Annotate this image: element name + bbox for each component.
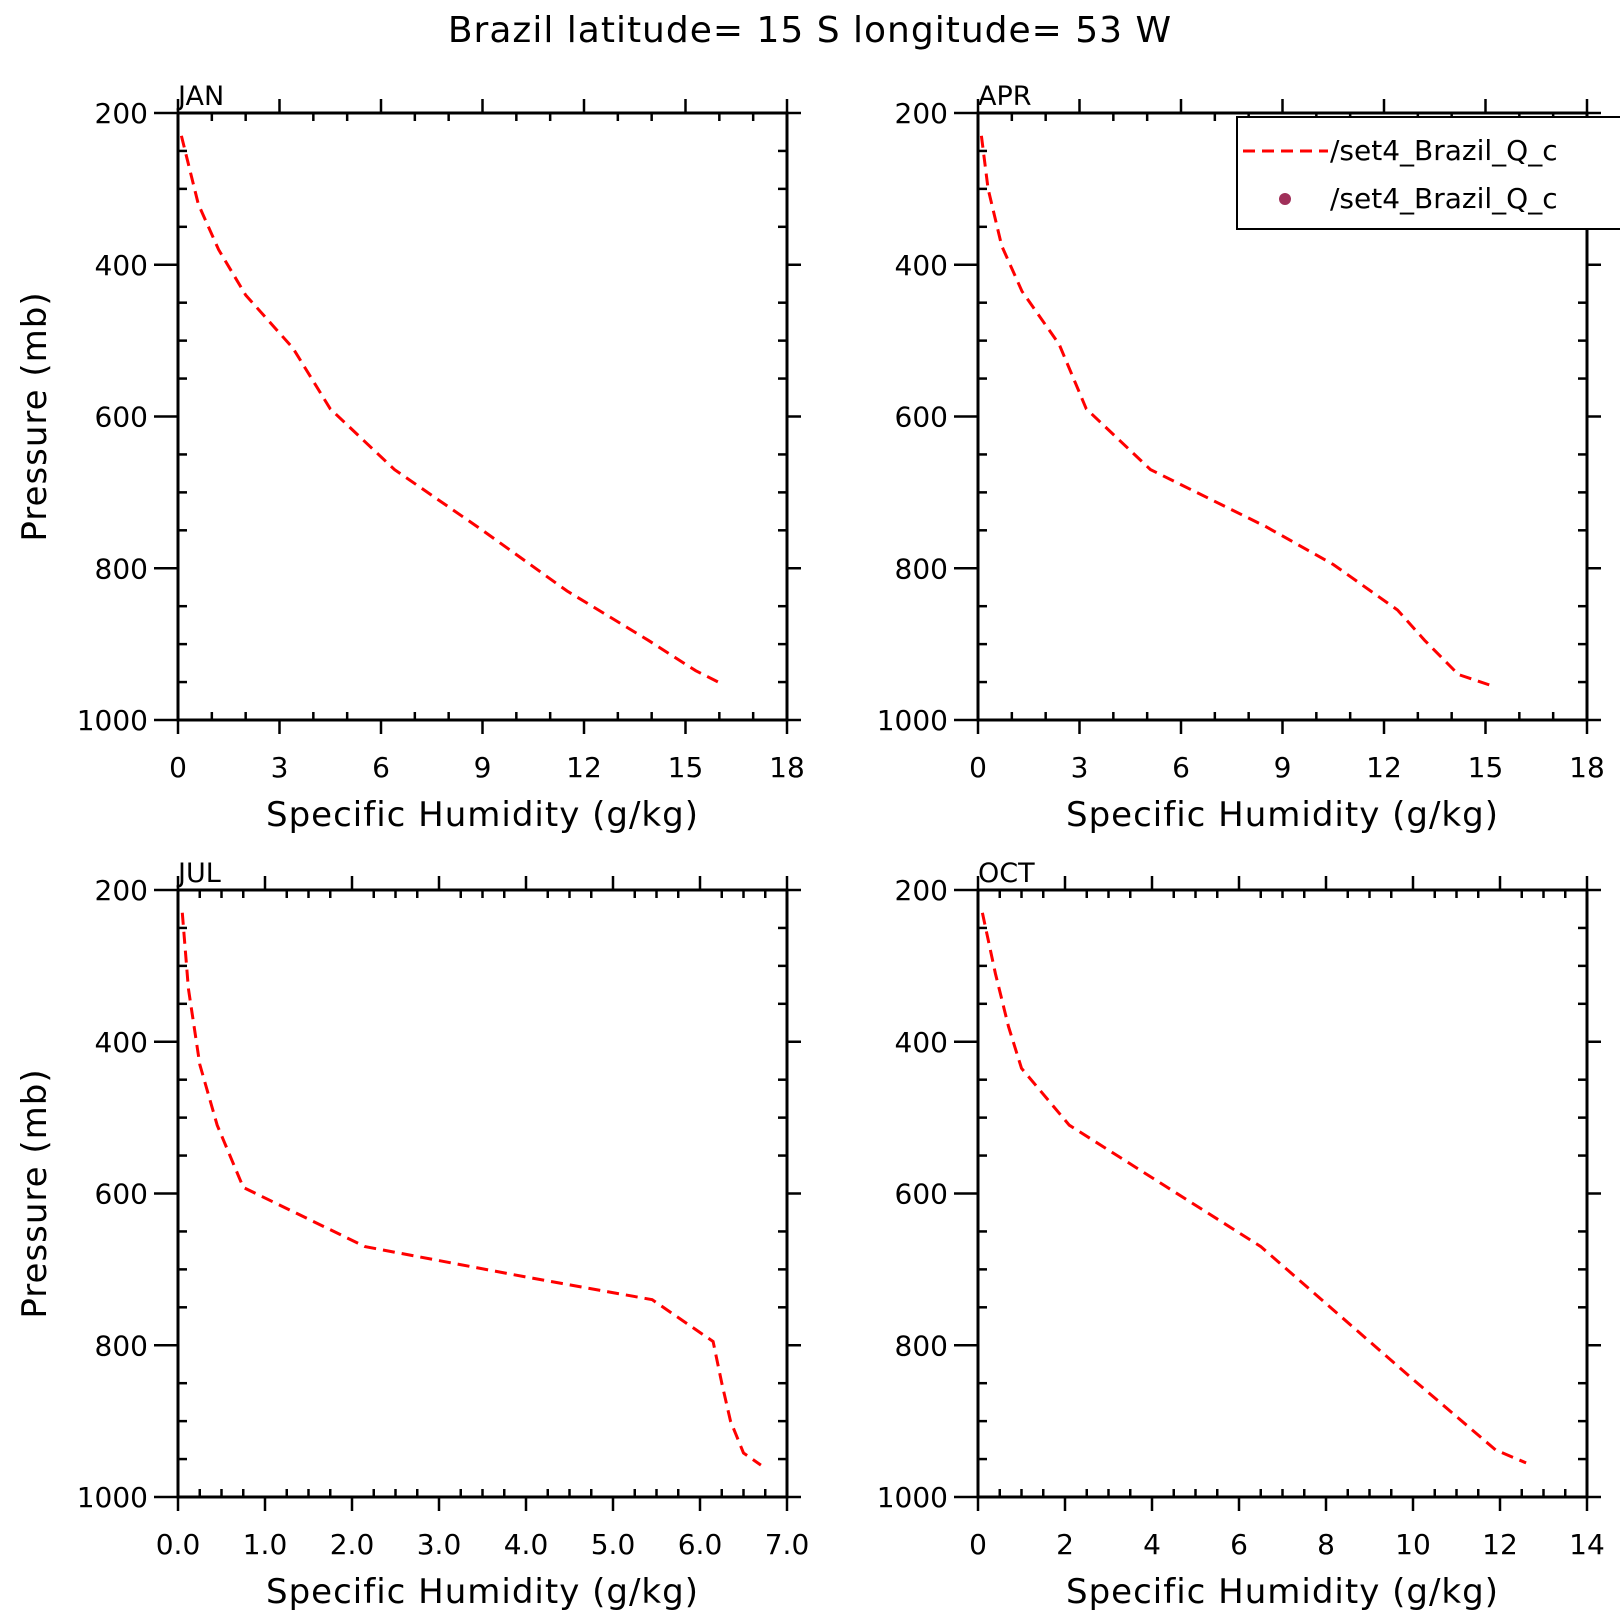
x-tick-label: 9 xyxy=(474,751,492,784)
y-tick-label: 800 xyxy=(895,552,948,585)
panel-jan-title: JAN xyxy=(176,81,224,112)
panel-jul: JUL 0.0 1.0 2.0 3.0 4.0 5.0 6.0 7.0 200 400 600 800 1… xyxy=(15,858,809,1612)
legend-entry-1-label: /set4_Brazil_Q_c xyxy=(1330,134,1558,167)
x-tick-label: 6 xyxy=(1230,1528,1248,1561)
x-tick-label: 0 xyxy=(969,1528,987,1561)
y-tick-label: 400 xyxy=(95,249,148,282)
x-tick-label: 14 xyxy=(1569,1528,1605,1561)
x-tick-label: 4 xyxy=(1143,1528,1161,1561)
series-line-apr xyxy=(979,135,1493,688)
x-axis-label: Specific Humidity (g/kg) xyxy=(1066,1572,1499,1612)
legend: /set4_Brazil_Q_c /set4_Brazil_Q_c xyxy=(1236,116,1620,230)
y-tick-label: 600 xyxy=(895,1178,948,1211)
x-tick-label: 5.0 xyxy=(591,1528,636,1561)
y-tick-label: 1000 xyxy=(77,1481,148,1514)
figure-title: Brazil latitude= 15 S longitude= 53 W xyxy=(448,10,1172,51)
panel-apr: APR 0 3 6 9 12 15 18 200 400 600 800 1000 Specific Hu… xyxy=(877,81,1605,835)
panel-jan-frame xyxy=(176,111,789,722)
x-tick-label: 3 xyxy=(271,751,289,784)
x-tick-label: 8 xyxy=(1317,1528,1335,1561)
y-tick-label: 1000 xyxy=(877,704,948,737)
panel-jan: JAN 0 3 6 9 12 15 18 200 400 600 800 1000 Specific Hu… xyxy=(15,81,805,835)
y-tick-label: 400 xyxy=(95,1026,148,1059)
x-tick-label: 6 xyxy=(372,751,390,784)
y-tick-label: 1000 xyxy=(877,1481,948,1514)
x-tick-label: 9 xyxy=(1274,751,1292,784)
x-tick-label: 0 xyxy=(969,751,987,784)
series-line-oct xyxy=(980,912,1527,1465)
y-tick-label: 400 xyxy=(895,249,948,282)
legend-marker-swatch xyxy=(1279,193,1291,205)
x-tick-label: 2 xyxy=(1056,1528,1074,1561)
y-tick-label: 400 xyxy=(895,1026,948,1059)
x-tick-label: 2.0 xyxy=(330,1528,375,1561)
series-line-jan xyxy=(179,135,724,686)
panel-apr-title: APR xyxy=(978,81,1032,112)
legend-box xyxy=(1236,116,1620,230)
x-tick-label: 1.0 xyxy=(243,1528,288,1561)
x-axis-label: Specific Humidity (g/kg) xyxy=(1066,795,1499,835)
x-tick-label: 4.0 xyxy=(504,1528,549,1561)
x-tick-label: 6 xyxy=(1172,751,1190,784)
y-tick-label: 800 xyxy=(95,1329,148,1362)
y-tick-label: 600 xyxy=(895,401,948,434)
panel-jul-frame xyxy=(176,888,789,1499)
y-tick-label: 200 xyxy=(895,97,948,130)
x-tick-label: 18 xyxy=(769,751,805,784)
y-tick-label: 600 xyxy=(95,401,148,434)
x-tick-label: 12 xyxy=(1366,751,1402,784)
x-tick-label: 3 xyxy=(1071,751,1089,784)
panel-oct: OCT 0 2 4 6 8 10 12 14 200 400 600 800 1000 Specific H… xyxy=(877,858,1605,1612)
x-tick-label: 12 xyxy=(1482,1528,1518,1561)
x-tick-label: 15 xyxy=(668,751,704,784)
x-axis-label: Specific Humidity (g/kg) xyxy=(266,795,699,835)
x-tick-label: 15 xyxy=(1468,751,1504,784)
panel-oct-title: OCT xyxy=(978,858,1035,889)
series-line-jul xyxy=(180,912,762,1467)
x-tick-label: 7.0 xyxy=(765,1528,810,1561)
y-tick-label: 1000 xyxy=(77,704,148,737)
x-axis-label: Specific Humidity (g/kg) xyxy=(266,1572,699,1612)
y-tick-label: 200 xyxy=(95,97,148,130)
x-tick-label: 0.0 xyxy=(156,1528,201,1561)
x-tick-label: 6.0 xyxy=(678,1528,723,1561)
x-tick-label: 3.0 xyxy=(417,1528,462,1561)
y-axis-label: Pressure (mb) xyxy=(15,291,55,541)
y-tick-label: 800 xyxy=(95,552,148,585)
legend-entry-2-label: /set4_Brazil_Q_c xyxy=(1330,182,1558,215)
x-tick-label: 18 xyxy=(1569,751,1605,784)
panel-jul-title: JUL xyxy=(176,858,221,889)
x-tick-label: 10 xyxy=(1395,1528,1431,1561)
y-tick-label: 200 xyxy=(95,874,148,907)
y-tick-label: 600 xyxy=(95,1178,148,1211)
panel-oct-frame xyxy=(976,888,1589,1499)
x-tick-label: 12 xyxy=(566,751,602,784)
x-tick-label: 0 xyxy=(169,751,187,784)
y-axis-label: Pressure (mb) xyxy=(15,1068,55,1318)
y-tick-label: 200 xyxy=(895,874,948,907)
y-tick-label: 800 xyxy=(895,1329,948,1362)
